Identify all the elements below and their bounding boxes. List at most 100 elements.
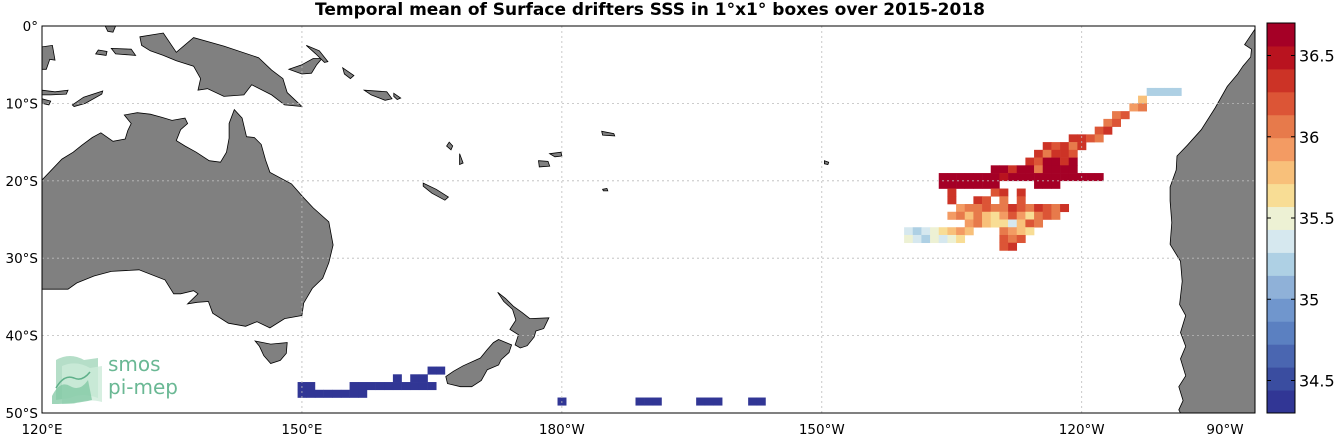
sss-cell (401, 382, 411, 391)
sss-cell (1094, 173, 1104, 182)
colorbar-tick-label: 36.5 (1299, 47, 1335, 66)
colorbar-swatch (1267, 321, 1295, 345)
sss-cell (1164, 87, 1173, 96)
x-tick-label: 150°W (799, 422, 845, 438)
sss-cell (1051, 180, 1061, 189)
sss-cell (713, 397, 723, 406)
sss-cell (1016, 211, 1026, 220)
tahiti (824, 160, 830, 165)
sss-cell (652, 397, 662, 406)
sss-cell (332, 389, 342, 398)
sss-cell (392, 374, 402, 383)
sss-cell (366, 382, 376, 391)
colorbar-tick-label: 34.5 (1299, 372, 1335, 391)
sss-cell (964, 211, 974, 220)
sss-cell (323, 389, 333, 398)
sss-cell (973, 211, 983, 220)
sss-cell (1016, 234, 1026, 244)
sss-cell (982, 211, 992, 220)
viti-levu (538, 160, 551, 168)
sss-cell (956, 227, 966, 236)
sss-cell (410, 382, 420, 391)
sss-cell (1025, 165, 1035, 174)
sss-cell (904, 234, 914, 244)
sss-cell (306, 382, 316, 391)
y-tick-label: 30°S (6, 251, 39, 267)
colorbar-swatch (1267, 367, 1295, 391)
sss-cell (921, 234, 931, 244)
colorbar-swatch (1267, 114, 1295, 139)
sss-cell (1068, 142, 1078, 151)
sss-cell (999, 242, 1009, 251)
sss-cell (947, 227, 957, 236)
halmahera (104, 26, 117, 33)
colorbar-swatch (1267, 229, 1295, 253)
sss-cell (921, 227, 931, 236)
sss-cell (1094, 134, 1104, 143)
sss-cell (1051, 211, 1061, 220)
sss-cell (956, 234, 966, 244)
sss-cell (912, 234, 922, 244)
sss-cell (973, 204, 983, 213)
sss-cell (418, 382, 428, 391)
sss-cell (990, 180, 1000, 189)
sss-cell (999, 165, 1009, 174)
sss-cell (1129, 103, 1139, 112)
sss-cell (1042, 165, 1052, 174)
sss-cell (973, 196, 983, 205)
sulawesi-east (42, 44, 56, 70)
graticule (42, 26, 1255, 413)
colorbar-swatch (1267, 183, 1295, 208)
malaita (393, 92, 402, 100)
sss-cell (1016, 188, 1026, 197)
logo-text-pimep: pi-mep (108, 375, 178, 399)
sss-cell (1008, 227, 1018, 236)
sss-cell (904, 227, 914, 236)
colorbar-swatch (1267, 252, 1295, 276)
sss-cell (999, 234, 1009, 244)
sss-cell (384, 382, 394, 391)
south-america (1169, 28, 1255, 413)
sss-cell (1025, 173, 1035, 182)
sss-cell (1034, 165, 1044, 174)
sss-cell (635, 397, 645, 406)
sss-cell (704, 397, 714, 406)
sss-cell (1094, 126, 1104, 135)
australia (42, 108, 334, 329)
sss-cell (1068, 157, 1078, 166)
sss-cell (1077, 134, 1087, 143)
vanuatu-efate (459, 153, 464, 166)
sss-cell (947, 188, 957, 197)
sss-cell (964, 180, 974, 189)
colorbar-tick-label: 36 (1299, 128, 1319, 147)
sss-cell (982, 204, 992, 213)
sss-cell (1068, 165, 1078, 174)
sss-cell (1112, 111, 1121, 120)
sss-cell (644, 397, 654, 406)
map-frame (41, 25, 1256, 414)
sss-cell (982, 219, 992, 228)
tonga (602, 188, 609, 192)
sss-cell (947, 234, 957, 244)
sss-cell (358, 382, 368, 391)
sss-cell (1112, 118, 1121, 127)
colorbar-swatch (1267, 206, 1295, 230)
bougainville (342, 66, 355, 80)
colorbar: 34.5 35 35.5 36 36.5 (1266, 22, 1335, 414)
sss-cell (436, 366, 446, 375)
sss-cell (999, 219, 1009, 228)
x-tick-label: 120°W (1059, 422, 1105, 438)
y-tick-label: 0° (23, 19, 38, 35)
sss-cell (938, 173, 948, 182)
x-tick-label: 120°E (21, 422, 62, 438)
colorbar-swatch (1267, 275, 1295, 299)
sss-cell (964, 227, 974, 236)
sss-cell (427, 382, 437, 391)
sss-cell (349, 382, 359, 391)
sss-cell (1025, 204, 1035, 213)
sss-cell (982, 173, 992, 182)
sss-cell (1042, 204, 1052, 213)
colorbar-tick-label: 35.5 (1299, 209, 1335, 228)
buru (95, 49, 108, 56)
